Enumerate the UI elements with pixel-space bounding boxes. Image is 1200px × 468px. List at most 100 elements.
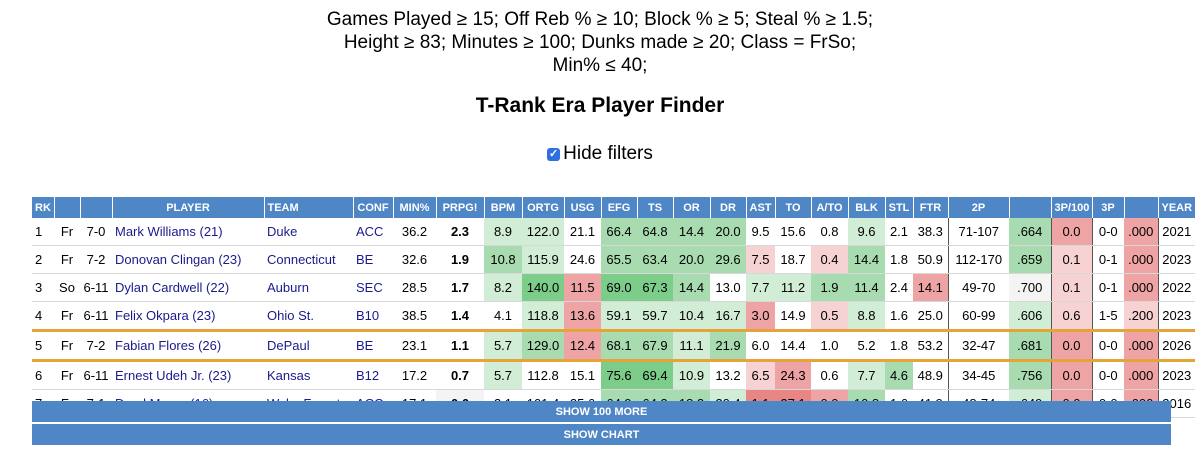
to-cell: 24.3 [775,360,811,390]
col-header-team[interactable]: TEAM [264,197,354,218]
dr-cell: 13.2 [710,360,746,390]
player-link[interactable]: Mark Williams (21) [112,218,264,246]
blk-cell: 7.7 [848,360,885,390]
col-header-usg[interactable]: USG [564,197,602,218]
height-cell: 6-11 [80,273,112,302]
class-cell: Fr [54,218,80,246]
ortg-cell: 115.9 [522,245,564,274]
player-link[interactable]: Ernest Udeh Jr. (23) [112,360,264,390]
col-header-conf[interactable]: CONF [353,197,394,218]
team-link[interactable]: Kansas [264,360,353,390]
col-header-height [80,197,113,218]
col-header-ast[interactable]: AST [746,197,776,218]
three-pt-rate-cell: 0.0 [1051,218,1093,246]
team-link[interactable]: Connecticut [264,245,353,274]
col-header-ortg[interactable]: ORTG [522,197,565,218]
usg-cell: 15.1 [564,360,601,390]
col-header-efg[interactable]: EFG [601,197,638,218]
col-header-ftr[interactable]: FTR [913,197,949,218]
col-header-min[interactable]: MIN% [393,197,437,218]
col-header-2p[interactable]: 2P [948,197,1010,218]
col-header-bpm[interactable]: BPM [484,197,523,218]
stl-cell: 2.4 [885,273,913,302]
show-more-button[interactable]: SHOW 100 MORE [32,401,1171,422]
col-header-player[interactable]: PLAYER [112,197,265,218]
ast-cell: 6.5 [746,360,775,390]
two-pt-cell: 32-47 [948,329,1009,362]
bpm-cell: 8.9 [484,218,522,246]
three-pt-pct-cell: .000 [1124,360,1159,390]
three-pt-rate-cell: 0.6 [1051,301,1093,331]
two-pt-cell: 112-170 [948,245,1009,274]
bpm-cell: 5.7 [484,329,522,362]
show-chart-button[interactable]: SHOW CHART [32,424,1171,445]
dr-cell: 29.6 [710,245,746,274]
height-cell: 7-2 [80,329,112,362]
class-cell: So [54,273,80,302]
team-link[interactable]: Duke [264,218,353,246]
conf-link[interactable]: BE [353,245,393,274]
min-pct-cell: 36.2 [393,218,436,246]
ftr-cell: 53.2 [913,329,949,362]
player-link[interactable]: Fabian Flores (26) [112,329,264,362]
ortg-cell: 118.8 [522,301,564,331]
col-header-ato[interactable]: A/TO [811,197,849,218]
col-header-rk[interactable]: RK [32,197,55,218]
class-cell: Fr [54,360,80,390]
dr-cell: 13.0 [710,273,746,302]
three-pt-pct-cell: .000 [1124,245,1159,274]
stl-cell: 4.6 [885,360,913,390]
filter-summary: Games Played ≥ 15; Off Reb % ≥ 10; Block… [0,8,1200,77]
hide-filters-checkbox[interactable]: ✓ [547,147,561,161]
rank-cell: 3 [32,273,54,302]
col-header-3p[interactable]: 3P [1092,197,1125,218]
to-cell: 15.6 [775,218,811,246]
player-link[interactable]: Donovan Clingan (23) [112,245,264,274]
ortg-cell: 122.0 [522,218,564,246]
col-header-2p-pct [1009,197,1052,218]
three-pt-pct-cell: .000 [1124,218,1159,246]
three-pt-cell: 0-0 [1092,329,1124,362]
prpg-cell: 1.9 [436,245,484,274]
rank-cell: 6 [32,360,54,390]
team-link[interactable]: Ohio St. [264,301,353,331]
ato-cell: 0.4 [811,245,848,274]
two-pt-pct-cell: .681 [1009,329,1052,362]
ast-cell: 3.0 [746,301,775,331]
ast-cell: 6.0 [746,329,775,362]
hide-filters-label[interactable]: Hide filters [563,143,653,164]
table-row: 2 Fr 7-2 Donovan Clingan (23) Connecticu… [32,245,1195,274]
two-pt-pct-cell: .664 [1009,218,1052,246]
class-cell: Fr [54,245,80,274]
ts-cell: 67.9 [637,329,673,362]
col-header-blk[interactable]: BLK [848,197,886,218]
conf-link[interactable]: B10 [353,301,393,331]
col-header-or[interactable]: OR [673,197,711,218]
conf-link[interactable]: SEC [353,273,393,302]
ftr-cell: 50.9 [913,245,949,274]
ortg-cell: 112.8 [522,360,564,390]
col-header-to[interactable]: TO [775,197,812,218]
col-header-stl[interactable]: STL [885,197,914,218]
col-header-dr[interactable]: DR [710,197,747,218]
two-pt-pct-cell: .606 [1009,301,1052,331]
col-header-year[interactable]: YEAR [1158,197,1196,218]
hide-filters-toggle[interactable]: ✓ Hide filters [0,143,1200,165]
team-link[interactable]: DePaul [264,329,353,362]
stl-cell: 1.6 [885,301,913,331]
conf-link[interactable]: BE [353,329,393,362]
bpm-cell: 8.2 [484,273,522,302]
min-pct-cell: 17.2 [393,360,436,390]
conf-link[interactable]: ACC [353,218,393,246]
ts-cell: 59.7 [637,301,673,331]
player-link[interactable]: Dylan Cardwell (22) [112,273,264,302]
col-header-ts[interactable]: TS [637,197,674,218]
ftr-cell: 38.3 [913,218,949,246]
conf-link[interactable]: B12 [353,360,393,390]
player-link[interactable]: Felix Okpara (23) [112,301,264,331]
col-header-prpg[interactable]: PRPG! [436,197,485,218]
or-cell: 14.4 [673,218,710,246]
team-link[interactable]: Auburn [264,273,353,302]
prpg-cell: 0.7 [436,360,484,390]
col-header-3p100[interactable]: 3P/100 [1051,197,1093,218]
